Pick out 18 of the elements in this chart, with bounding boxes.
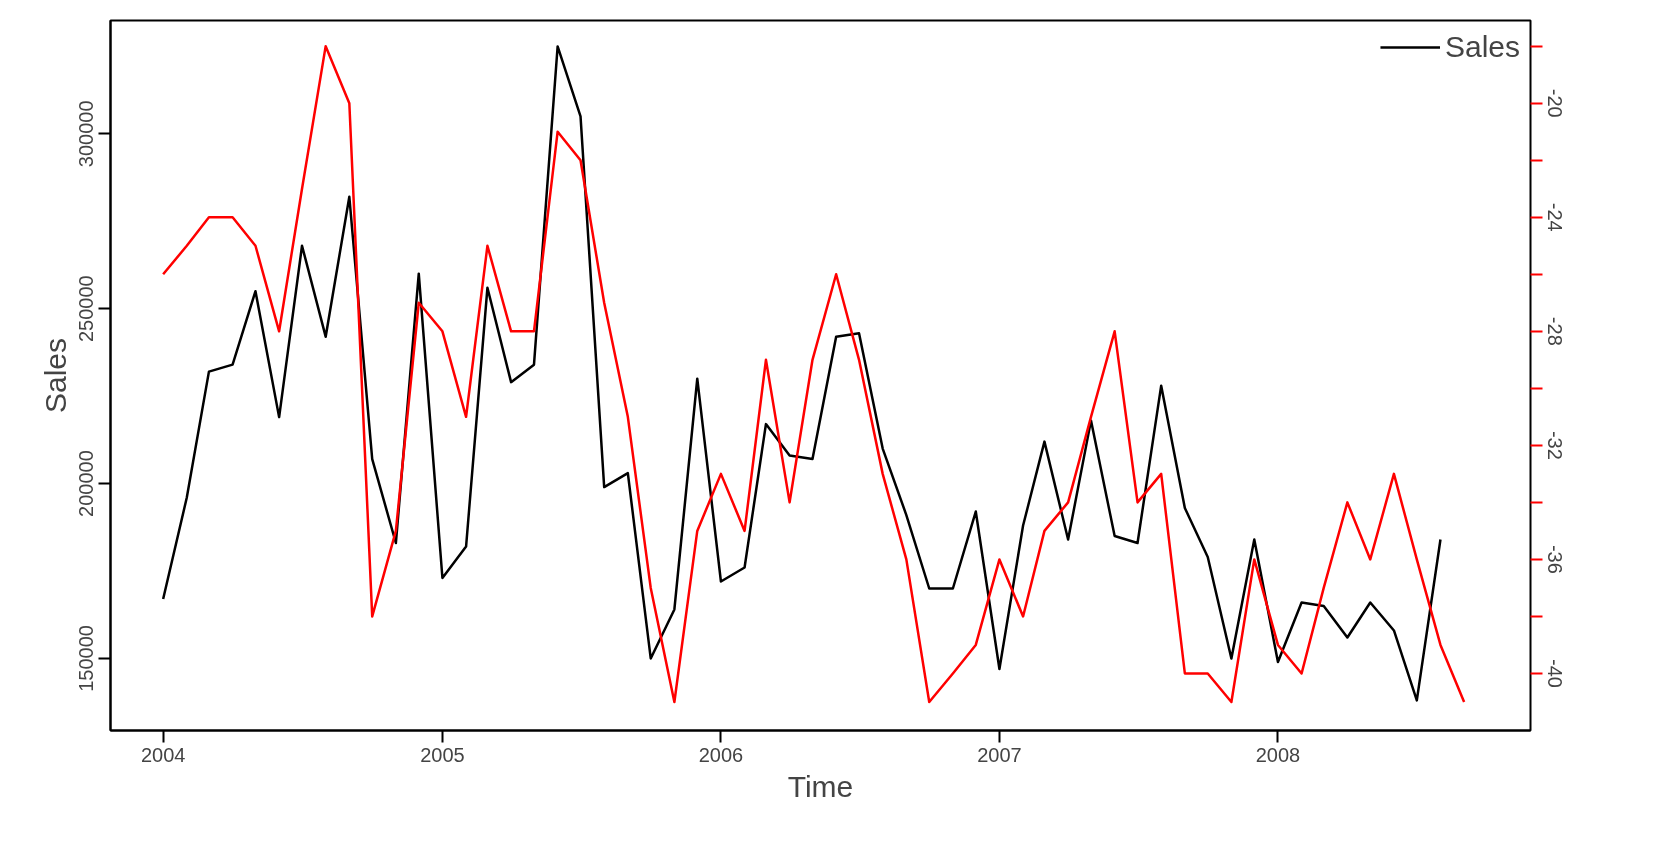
y-axis-title: Sales [38, 337, 72, 414]
y-tick-label: 200000 [75, 450, 98, 517]
y2-tick-label: -28 [1543, 316, 1566, 346]
y2-tick-label: -20 [1543, 88, 1566, 118]
y-tick-label: 150000 [75, 625, 98, 692]
y-tick-label: 300000 [75, 100, 98, 168]
x-tick-label: 2006 [698, 743, 744, 766]
x-tick-label: 2005 [420, 743, 465, 766]
x-tick-label: 2004 [140, 743, 186, 766]
y2-tick-label: -32 [1543, 430, 1566, 460]
legend-label: Sales [1444, 30, 1520, 64]
x-axis-title: Time [787, 769, 854, 803]
y-tick-label: 250000 [75, 275, 98, 343]
y2-tick-label: -40 [1543, 659, 1566, 688]
y2-tick-label: -36 [1543, 544, 1566, 574]
x-tick-label: 2007 [977, 743, 1022, 766]
y2-tick-label: -24 [1543, 202, 1566, 232]
x-tick-label: 2008 [1255, 743, 1301, 766]
